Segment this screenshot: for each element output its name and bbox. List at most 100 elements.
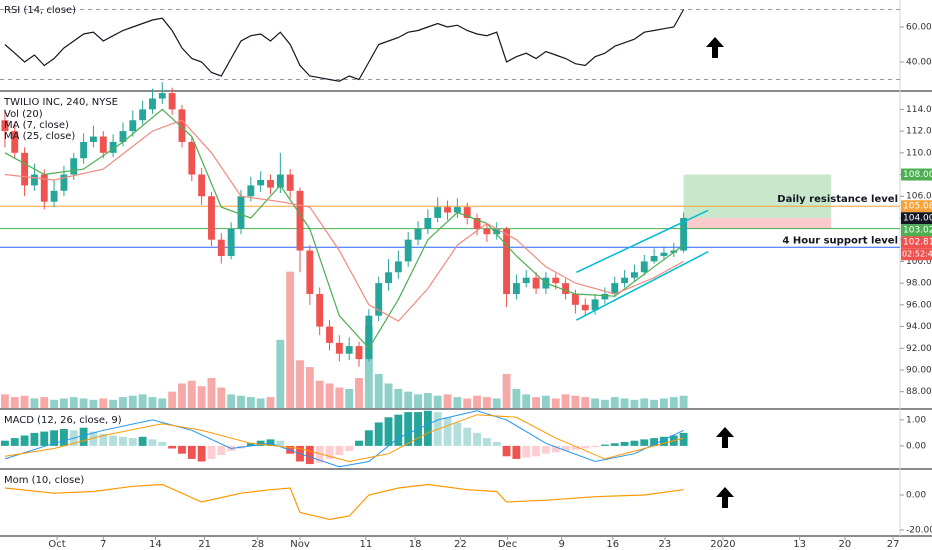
histogram-bar [404, 412, 413, 446]
histogram-bar [0, 440, 9, 446]
volume-bar [660, 398, 668, 408]
moving-average [4, 119, 684, 322]
histogram-bar [650, 438, 659, 446]
volume-bar [119, 397, 127, 408]
volume-bar [138, 394, 147, 408]
y-tick-label: -20.00 [906, 525, 932, 535]
histogram-bar [591, 445, 600, 448]
candle-body [640, 261, 648, 273]
volume-bar [227, 394, 236, 408]
y-tick-label: 0.00 [906, 490, 926, 500]
x-tick-label: 28 [251, 539, 264, 550]
histogram-bar [128, 438, 137, 446]
candle-body [139, 109, 147, 121]
legend-entry: Vol (20) [4, 109, 43, 120]
position-stop [683, 217, 832, 229]
volume-bar [79, 398, 88, 408]
x-tick-label: Dec [498, 539, 517, 550]
histogram-bar [60, 428, 68, 446]
volume-bar [178, 383, 186, 408]
price-label-box [901, 168, 932, 181]
line-annotation: Daily resistance level [777, 194, 898, 205]
volume-bar [355, 378, 363, 408]
histogram-bar [20, 435, 29, 446]
candle-body [267, 179, 274, 188]
volume-bar [335, 387, 344, 408]
marks: Oct 7 14 21 28 Nov 11 18 22 Dec 9 16 23 2020 13 20 27 60.… [0, 5, 932, 550]
volume-bar [10, 397, 19, 408]
candle-body [552, 277, 560, 284]
histogram-bar [158, 441, 167, 446]
countdown-box [901, 248, 932, 261]
pane-title: Mom (10, close) [4, 475, 84, 486]
histogram-bar [640, 439, 649, 446]
histogram-bar [266, 439, 275, 446]
volume-bar [620, 398, 629, 408]
price-label-box [901, 200, 932, 213]
volume-bar [591, 398, 600, 408]
y-tick-label: 96.00 [906, 300, 932, 310]
histogram-bar [305, 445, 314, 465]
price-label-box [901, 212, 932, 225]
volume-bar [315, 380, 324, 408]
volume-bar [286, 271, 295, 408]
candle-body [493, 228, 501, 235]
candle-body [178, 109, 186, 142]
candle-body [168, 93, 176, 110]
candle-body [80, 141, 88, 159]
histogram-bar [178, 445, 186, 454]
volume-bar [433, 395, 442, 408]
histogram-bar [276, 440, 285, 446]
candle-body [680, 217, 688, 251]
candle-body [335, 342, 343, 354]
histogram-bar [610, 443, 619, 446]
histogram-bar [207, 445, 216, 459]
histogram-bar [364, 430, 373, 446]
candle-body [99, 136, 107, 153]
indicator-line [4, 9, 685, 82]
candle-body [188, 141, 196, 175]
volume-bar [541, 395, 550, 408]
x-tick-label: 11 [360, 539, 373, 550]
y-tick-label: 0.00 [906, 441, 926, 451]
volume-bar [414, 394, 422, 408]
candle-body [444, 207, 451, 213]
histogram-bar [541, 445, 550, 454]
candle-body [257, 179, 265, 186]
histogram-bar [89, 431, 98, 446]
candle-body [30, 174, 38, 186]
candle-body [217, 239, 225, 256]
histogram-bar [168, 445, 177, 449]
histogram-bar [630, 440, 639, 446]
volume-bar [197, 386, 206, 408]
y-tick-label: 90.00 [906, 365, 932, 375]
candle-body [316, 293, 324, 327]
histogram-bar [551, 445, 560, 453]
candle-body [119, 131, 127, 142]
candle-body [109, 141, 117, 153]
histogram-bar [453, 422, 462, 446]
volume-bar [305, 367, 314, 408]
candle-body [1, 120, 9, 132]
histogram-bar [187, 445, 196, 459]
candle-body [601, 293, 609, 300]
volume-bar [532, 397, 540, 408]
histogram-bar [325, 445, 334, 459]
volume-bar [482, 397, 491, 408]
legend-entry: MA (25, close) [4, 131, 75, 142]
volume-bar [463, 398, 472, 408]
histogram-bar [30, 432, 39, 446]
candle-body [512, 283, 520, 294]
volume-bar [237, 395, 245, 408]
y-tick-label: 92.00 [906, 344, 932, 354]
volume-bar [404, 391, 413, 408]
candle-body [237, 196, 245, 229]
candle-body [276, 174, 284, 188]
volume-bar [20, 395, 29, 408]
y-tick-label: 1.00 [906, 415, 926, 425]
volume-bar [443, 394, 452, 408]
candle-body [365, 315, 373, 360]
candle-body [90, 136, 97, 142]
histogram-bar [197, 445, 206, 462]
candle-body [424, 217, 432, 229]
